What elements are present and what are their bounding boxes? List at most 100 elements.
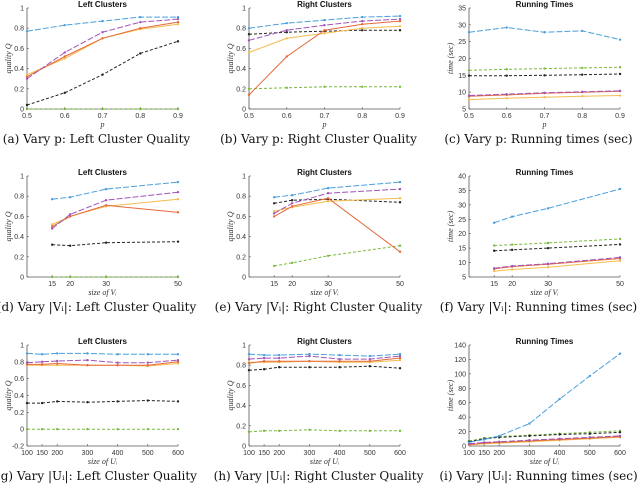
data-point xyxy=(176,211,180,214)
x-tick-label: 500 xyxy=(364,450,376,457)
y-tick-label: 140 xyxy=(454,343,466,350)
data-point xyxy=(176,20,180,24)
data-point xyxy=(86,364,89,367)
data-point xyxy=(86,401,89,404)
data-point xyxy=(25,77,29,80)
data-point xyxy=(68,196,72,199)
data-point xyxy=(398,250,402,253)
x-tick-label: 0.9 xyxy=(395,113,405,120)
data-point xyxy=(368,357,371,361)
data-point xyxy=(285,55,288,58)
series-line xyxy=(248,355,401,360)
data-point xyxy=(104,187,108,191)
series-line xyxy=(26,359,179,364)
y-tick-label: 10 xyxy=(458,260,466,267)
data-point xyxy=(510,264,514,268)
y-tick-label: 20 xyxy=(458,231,466,238)
data-point xyxy=(581,73,584,76)
data-point xyxy=(247,357,251,361)
data-point xyxy=(543,31,546,34)
x-tick-label: 30 xyxy=(544,281,552,288)
data-point xyxy=(247,361,251,365)
x-axis-label: p xyxy=(542,120,547,129)
data-point xyxy=(546,241,550,245)
data-point xyxy=(581,66,584,70)
data-point xyxy=(176,360,180,364)
chart-title: Left Clusters xyxy=(78,168,127,177)
data-point xyxy=(505,68,508,71)
x-axis-label: size of Vᵢ xyxy=(310,288,338,297)
x-axis-label: size of Uᵢ xyxy=(88,457,117,466)
data-point xyxy=(272,212,276,215)
x-tick-label: 50 xyxy=(616,281,624,288)
data-point xyxy=(176,240,180,243)
data-point xyxy=(558,397,561,401)
data-point xyxy=(25,107,29,111)
chart-panel: 5 10 15 20 25 30 35 40 15 20 30 50 Running Times size… xyxy=(440,168,637,314)
data-point xyxy=(116,400,119,403)
data-point xyxy=(398,17,402,21)
y-tick-label: 5 xyxy=(462,275,466,282)
y-axis-label: time (sec) xyxy=(446,43,455,75)
data-point xyxy=(581,95,584,98)
data-point xyxy=(492,249,496,252)
data-point xyxy=(618,38,622,41)
chart-panel: 5 10 15 20 25 30 35 0.5 0.6 0.7 0.8 0.9 Running Time… xyxy=(444,0,632,146)
y-tick-label: 30 xyxy=(458,22,466,29)
subfigure-caption: (c) Vary p: Running times (sec) xyxy=(444,132,632,146)
data-point xyxy=(272,210,276,213)
y-tick-label: 0.8 xyxy=(236,26,246,33)
y-tick-label: 25 xyxy=(458,39,466,46)
data-point xyxy=(398,352,402,356)
data-point xyxy=(510,215,514,218)
y-tick-label: 0.4 xyxy=(14,234,24,241)
y-tick-label: 40 xyxy=(458,415,466,422)
data-point xyxy=(510,243,514,246)
data-point xyxy=(146,361,149,364)
data-point xyxy=(40,427,44,431)
y-axis-label: quality Q xyxy=(226,211,235,241)
data-point xyxy=(86,352,89,355)
data-point xyxy=(63,51,66,54)
data-point xyxy=(25,352,29,355)
data-point xyxy=(139,15,142,19)
data-point xyxy=(285,31,288,34)
data-point xyxy=(361,19,364,23)
y-tick-label: 35 xyxy=(458,6,466,13)
y-tick-label: 100 xyxy=(454,371,466,378)
data-point xyxy=(278,429,281,433)
data-point xyxy=(101,73,104,76)
y-tick-label: 0.2 xyxy=(14,86,24,93)
data-point xyxy=(50,243,54,246)
data-point xyxy=(368,365,371,368)
data-point xyxy=(308,428,311,432)
x-tick-label: 150 xyxy=(258,450,270,457)
y-axis-label: quality Q xyxy=(226,43,235,73)
data-point xyxy=(528,422,531,425)
series-line xyxy=(274,198,401,204)
series-line xyxy=(274,197,401,212)
data-point xyxy=(25,30,29,33)
series-line xyxy=(273,188,401,214)
y-tick-label: 0.4 xyxy=(14,66,24,73)
chart-panel: -0.2 0 0.2 0.4 0.6 0.8 1 100 150 200 300 400 500 600 L… xyxy=(0,337,197,483)
chart-title: Left Clusters xyxy=(78,337,127,346)
data-point xyxy=(247,369,251,372)
x-tick-label: 15 xyxy=(48,281,56,288)
x-tick-label: 200 xyxy=(493,450,505,457)
series-line xyxy=(274,181,401,198)
y-tick-label: 0 xyxy=(20,107,24,114)
series-line xyxy=(248,365,401,371)
x-axis-label: size of Uᵢ xyxy=(530,457,559,466)
data-point xyxy=(86,358,89,362)
data-point xyxy=(326,254,330,257)
data-point xyxy=(290,193,294,197)
subfigure-caption: (f) Vary |Vᵢ|: Running times (sec) xyxy=(440,300,637,314)
data-point xyxy=(498,440,501,443)
series-line xyxy=(51,198,179,225)
data-point xyxy=(546,246,550,250)
data-point xyxy=(40,363,44,366)
x-axis-label: size of Uᵢ xyxy=(310,457,339,466)
data-point xyxy=(176,40,180,43)
data-point xyxy=(308,359,311,363)
